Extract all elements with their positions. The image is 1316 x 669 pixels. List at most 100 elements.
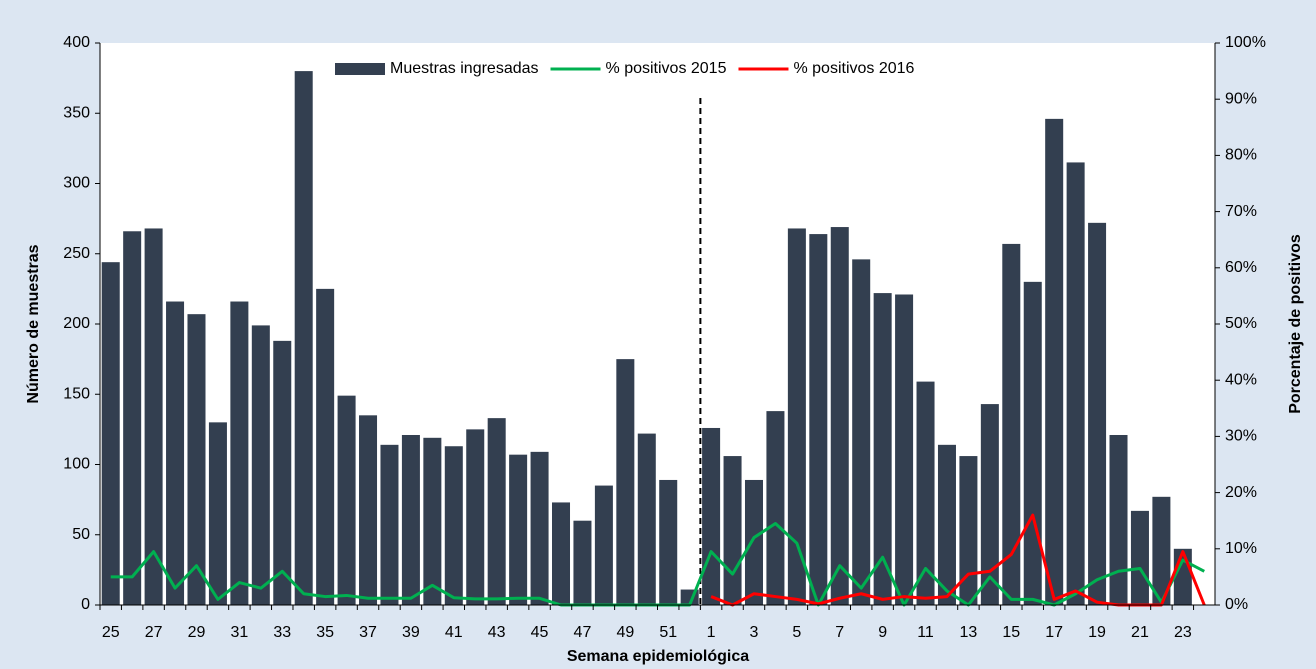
bar <box>294 71 313 606</box>
bar <box>1023 281 1042 605</box>
bar <box>144 228 163 605</box>
legend-label: % positivos 2015 <box>606 60 727 77</box>
y2-tick-label: 80% <box>1225 147 1257 164</box>
bar <box>337 395 356 605</box>
y2-tick-label: 70% <box>1225 203 1257 220</box>
x-tick-label: 29 <box>188 624 206 641</box>
bar <box>230 301 249 605</box>
bar <box>1152 496 1171 605</box>
bar <box>937 444 956 605</box>
bar <box>1066 162 1085 606</box>
bar <box>594 485 613 605</box>
bar <box>1130 510 1149 605</box>
y-tick-label: 400 <box>63 34 90 51</box>
y-tick-label: 0 <box>81 596 90 613</box>
x-tick-label: 5 <box>792 624 801 641</box>
x-tick-label: 45 <box>531 624 549 641</box>
x-tick-label: 47 <box>574 624 592 641</box>
y-tick-label: 250 <box>63 245 90 262</box>
bar <box>980 404 999 605</box>
bar <box>723 456 742 605</box>
bar <box>1088 222 1107 605</box>
x-tick-label: 39 <box>402 624 420 641</box>
x-tick-label: 13 <box>960 624 978 641</box>
x-tick-label: 35 <box>316 624 334 641</box>
bar <box>1002 243 1021 606</box>
x-tick-label: 25 <box>102 624 120 641</box>
y-tick-label: 300 <box>63 175 90 192</box>
x-tick-label: 3 <box>750 624 759 641</box>
x-tick-label: 15 <box>1002 624 1020 641</box>
y2-tick-label: 60% <box>1225 259 1257 276</box>
bar <box>530 451 549 605</box>
x-tick-label: 51 <box>659 624 677 641</box>
bar <box>809 234 828 605</box>
bar <box>873 293 892 605</box>
x-tick-label: 33 <box>273 624 291 641</box>
y-tick-label: 150 <box>63 385 90 402</box>
legend-label: Muestras ingresadas <box>390 60 539 77</box>
bar <box>423 437 442 605</box>
bar <box>637 433 656 605</box>
bar <box>1173 548 1192 605</box>
bar <box>187 314 206 605</box>
y2-tick-label: 20% <box>1225 484 1257 501</box>
bar <box>509 454 528 605</box>
x-tick-label: 21 <box>1131 624 1149 641</box>
y2-tick-label: 40% <box>1225 371 1257 388</box>
bar <box>380 444 399 605</box>
x-tick-label: 11 <box>917 624 934 641</box>
bar <box>616 359 635 605</box>
y-tick-label: 200 <box>63 315 90 332</box>
x-axis-title: Semana epidemiológica <box>567 648 749 665</box>
x-tick-label: 37 <box>359 624 377 641</box>
bar <box>1045 118 1064 606</box>
bar <box>251 325 270 605</box>
bar <box>487 418 506 605</box>
bar <box>766 411 785 605</box>
bar <box>787 228 806 605</box>
bar <box>852 259 871 605</box>
bar <box>744 479 763 605</box>
y2-tick-label: 50% <box>1225 315 1257 332</box>
bar <box>659 479 678 605</box>
x-tick-label: 23 <box>1174 624 1192 641</box>
x-tick-label: 41 <box>445 624 463 641</box>
legend-swatch <box>335 63 385 75</box>
bar <box>316 288 335 605</box>
y2-tick-label: 0% <box>1225 596 1248 613</box>
bar <box>444 446 463 605</box>
bar <box>895 294 914 605</box>
x-tick-label: 49 <box>616 624 634 641</box>
bar <box>1109 434 1128 605</box>
x-tick-label: 27 <box>145 624 163 641</box>
bar <box>830 227 849 605</box>
y-tick-label: 100 <box>63 456 90 473</box>
y2-tick-label: 90% <box>1225 90 1257 107</box>
y2-tick-label: 10% <box>1225 540 1257 557</box>
x-tick-label: 7 <box>835 624 844 641</box>
bar <box>466 429 485 605</box>
x-tick-label: 43 <box>488 624 506 641</box>
bar <box>166 301 185 605</box>
y-axis-title: Número de muestras <box>25 244 42 403</box>
x-tick-label: 31 <box>230 624 248 641</box>
x-tick-label: 17 <box>1045 624 1063 641</box>
bar <box>573 520 592 605</box>
bar <box>552 502 571 605</box>
bar <box>702 427 721 605</box>
bar <box>273 340 292 605</box>
y-tick-label: 350 <box>63 104 90 121</box>
y2-axis-title: Porcentaje de positivos <box>1287 234 1304 414</box>
bar <box>208 422 227 605</box>
bar <box>916 381 935 605</box>
bar <box>101 262 120 605</box>
legend-label: % positivos 2016 <box>793 60 914 77</box>
y2-tick-label: 100% <box>1225 34 1266 51</box>
x-tick-label: 9 <box>878 624 887 641</box>
y-tick-label: 50 <box>72 526 90 543</box>
bar <box>359 415 378 605</box>
bar <box>123 231 142 605</box>
